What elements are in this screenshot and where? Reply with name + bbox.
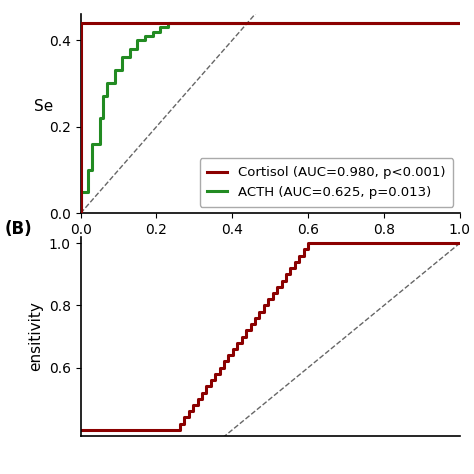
Text: 1-Specificity: 1-Specificity	[217, 249, 323, 264]
Y-axis label: Se: Se	[34, 99, 53, 114]
Legend: Cortisol (AUC=0.980, p<0.001), ACTH (AUC=0.625, p=0.013): Cortisol (AUC=0.980, p<0.001), ACTH (AUC…	[200, 158, 453, 207]
Text: (B): (B)	[5, 220, 32, 238]
Y-axis label: ensitivity: ensitivity	[28, 301, 43, 372]
